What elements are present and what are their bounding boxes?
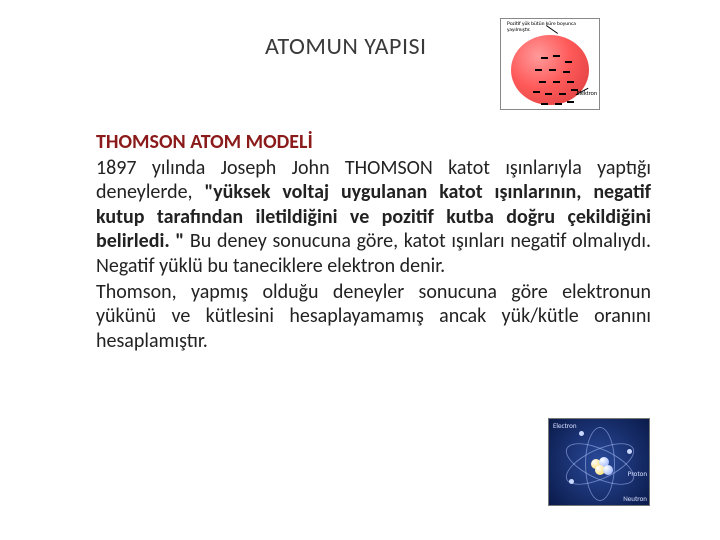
minus-icon xyxy=(545,93,552,95)
minus-icon xyxy=(533,91,540,93)
minus-icon xyxy=(535,69,542,71)
label-electron: Electron xyxy=(553,421,577,430)
electron-icon xyxy=(569,479,574,484)
paragraph-2: Thomson, yapmış olduğu deneyler sonucuna… xyxy=(96,280,651,353)
thomson-model-image: Pozitif yük bütün küre boyunca yayılmışt… xyxy=(500,18,600,110)
minus-icon xyxy=(565,61,572,63)
slide-title: ATOMUN YAPISI xyxy=(265,32,427,61)
minus-icon xyxy=(541,103,548,105)
paragraph-1: 1897 yılında Joseph John THOMSON katot ı… xyxy=(96,156,651,278)
minus-icon xyxy=(555,103,562,105)
electron-icon xyxy=(579,431,584,436)
minus-icon xyxy=(549,69,556,71)
minus-icon xyxy=(567,101,574,103)
content-block: THOMSON ATOM MODELİ 1897 yılında Joseph … xyxy=(96,130,651,355)
minus-icon xyxy=(553,81,560,83)
nucleon-icon xyxy=(603,465,613,475)
slide: ATOMUN YAPISI Pozitif yük bütün küre boy… xyxy=(0,0,720,540)
minus-icon xyxy=(539,81,546,83)
electron-icon xyxy=(627,449,632,454)
minus-icon xyxy=(563,71,570,73)
body-text: 1897 yılında Joseph John THOMSON katot ı… xyxy=(96,156,651,353)
minus-icon xyxy=(567,81,574,83)
minus-icon xyxy=(553,55,560,57)
label-neutron: Neutron xyxy=(623,494,647,503)
minus-icon xyxy=(559,93,566,95)
atom-orbit-image: Electron Proton Neutron xyxy=(548,418,650,506)
minus-icon xyxy=(571,89,578,91)
image-caption-top: Pozitif yük bütün küre boyunca yayılmışt… xyxy=(507,21,597,33)
minus-icon xyxy=(541,57,548,59)
section-heading: THOMSON ATOM MODELİ xyxy=(96,130,651,154)
